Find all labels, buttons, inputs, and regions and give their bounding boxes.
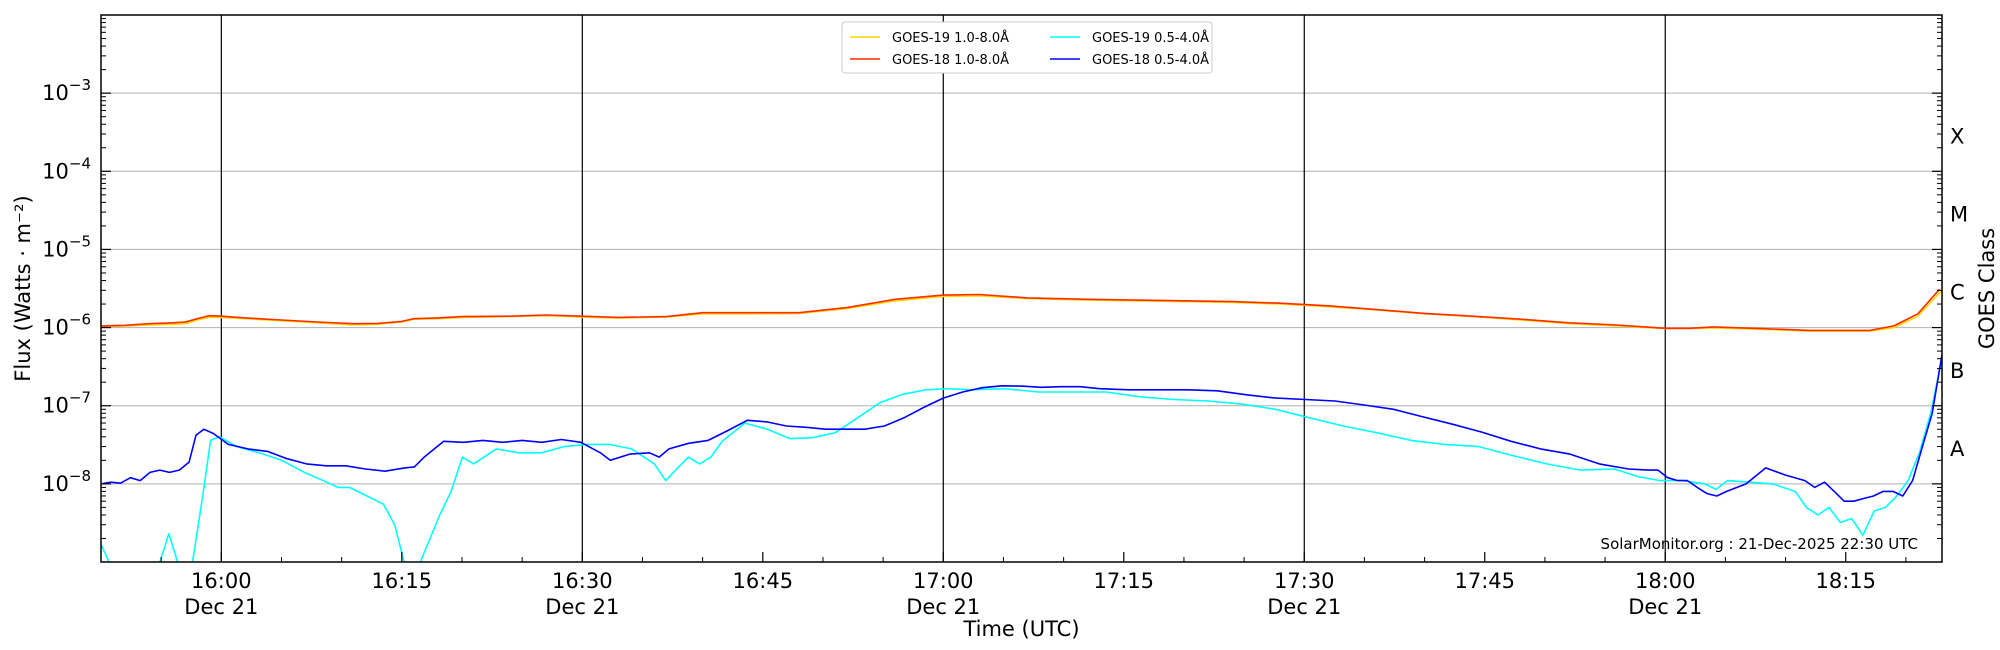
goes-class-label: X <box>1950 124 1964 148</box>
y-tick-label: 10−8 <box>42 467 91 496</box>
y-tick-label: 10−5 <box>42 232 91 261</box>
x-tick-date-label: Dec 21 <box>545 595 619 619</box>
x-tick-label: 17:45 <box>1454 569 1515 593</box>
x-tick-date-label: Dec 21 <box>1628 595 1702 619</box>
x-tick-label: 17:30 <box>1274 569 1335 593</box>
legend-label: GOES-19 1.0-8.0Å <box>892 30 1009 46</box>
goes-class-label: C <box>1950 281 1965 305</box>
grid-lines <box>101 15 1942 562</box>
x-tick-date-label: Dec 21 <box>184 595 258 619</box>
y-axis-title: Flux (Watts · m⁻²) <box>11 195 35 381</box>
data-series <box>101 288 1942 562</box>
x-tick-label: 18:15 <box>1815 569 1876 593</box>
goes-class-label: M <box>1950 202 1968 226</box>
legend-label: GOES-18 0.5-4.0Å <box>1092 52 1209 68</box>
x-tick-label: 17:15 <box>1094 569 1155 593</box>
x-axis-title: Time (UTC) <box>962 617 1079 641</box>
x-tick-date-label: Dec 21 <box>1267 595 1341 619</box>
y-tick-label: 10−3 <box>42 76 91 105</box>
x-tick-label: 16:00 <box>191 569 252 593</box>
series-line-3 <box>101 354 1942 502</box>
goes-class-label: B <box>1950 359 1964 383</box>
x-tick-label: 16:45 <box>733 569 794 593</box>
x-tick-label: 17:00 <box>913 569 974 593</box>
series-line-2 <box>101 358 1942 562</box>
x-tick-label: 18:00 <box>1635 569 1696 593</box>
y-tick-label: 10−4 <box>42 154 91 183</box>
y-tick-label: 10−6 <box>42 311 91 340</box>
series-line-0 <box>101 289 1942 332</box>
plot-area-frame <box>100 14 1943 563</box>
legend-box <box>841 21 1213 74</box>
legend: GOES-19 1.0-8.0Å GOES-19 0.5-4.0Å GOES-18 … <box>841 21 1213 74</box>
credit-text: SolarMonitor.org : 21-Dec-2025 22:30 UTC <box>1601 535 1918 553</box>
y-tick-label: 10−7 <box>42 389 91 418</box>
legend-label: GOES-19 0.5-4.0Å <box>1092 30 1209 46</box>
goes-class-label: A <box>1950 437 1965 461</box>
legend-label: GOES-18 1.0-8.0Å <box>892 52 1009 68</box>
x-tick-date-label: Dec 21 <box>906 595 980 619</box>
x-tick-label: 16:15 <box>372 569 433 593</box>
goes-class-axis-title: GOES Class <box>1975 228 1999 349</box>
series-line-1 <box>101 288 1941 332</box>
x-tick-label: 16:30 <box>552 569 613 593</box>
